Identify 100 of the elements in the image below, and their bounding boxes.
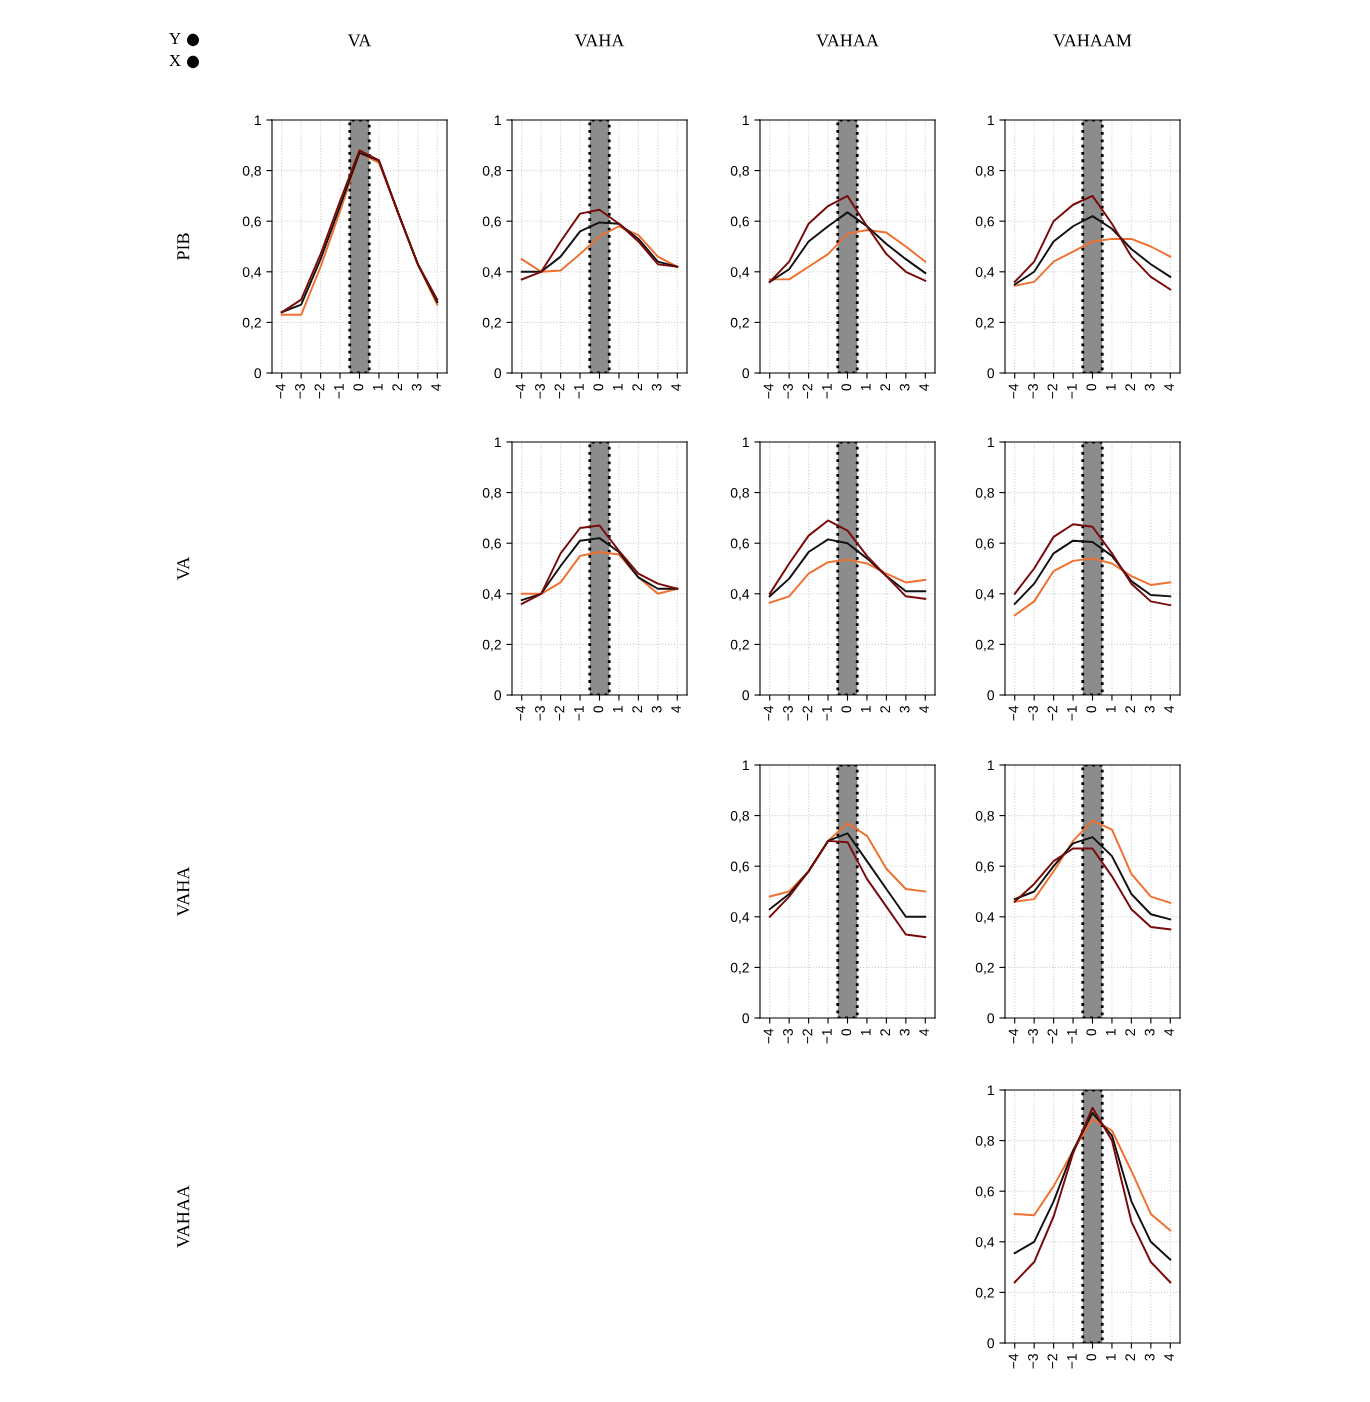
x-tick-label: −2 (802, 384, 813, 399)
y-tick-label: 0,6 (975, 216, 994, 229)
x-tick-label: −3 (295, 384, 305, 399)
x-tick-label: 0 (1086, 705, 1097, 713)
x-tick-label: 2 (880, 384, 890, 391)
y-tick-label: 1 (987, 115, 994, 126)
y-tick-label: 0,6 (482, 216, 501, 229)
y-tick-label: 0 (742, 1013, 750, 1024)
y-tick-label: 0,4 (975, 267, 995, 279)
y-tick-label: 1 (742, 437, 749, 448)
x-tick-label: −2 (554, 384, 565, 399)
y-axis-title: VAHAA (177, 1185, 190, 1248)
x-tick-label: −2 (802, 706, 813, 721)
y-tick-label: 0,6 (482, 538, 501, 551)
y-tick-label: 0,6 (975, 1186, 994, 1199)
x-tick-label: 1 (612, 706, 623, 713)
y-tick-label: 0,4 (975, 589, 995, 601)
x-tick-label: 0 (841, 705, 852, 713)
x-tick-label: 1 (1105, 706, 1116, 713)
line-series (1013, 1111, 1172, 1261)
line-series (1013, 847, 1172, 931)
y-axis-title: PIB (177, 233, 190, 261)
x-tick-label: 4 (1164, 383, 1174, 391)
y-tick-label: 1 (494, 437, 501, 448)
x-tick-label: −4 (1008, 383, 1019, 399)
x-tick-label: 1 (372, 384, 383, 391)
y-tick-label: 0,4 (730, 912, 750, 924)
y-tick-label: 0,8 (975, 810, 994, 823)
line-series (768, 194, 927, 283)
y-tick-label: 0,4 (975, 912, 995, 924)
x-tick-label: 4 (431, 383, 441, 391)
y-tick-label: 0,8 (482, 487, 501, 500)
x-tick-label: 3 (651, 706, 662, 713)
x-tick-label: 1 (860, 384, 871, 391)
x-tick-label: 1 (1105, 384, 1116, 391)
x-tick-label: 3 (651, 384, 662, 391)
x-tick-label: 0 (1086, 1028, 1097, 1036)
line-series (768, 211, 927, 283)
line-series (1013, 194, 1172, 291)
y-tick-label: 0 (987, 1013, 995, 1024)
x-tick-label: 3 (1144, 1354, 1155, 1361)
x-tick-label: −3 (535, 706, 545, 721)
x-tick-label: 3 (899, 1029, 910, 1036)
y-tick-label: 0 (494, 368, 502, 379)
y-tick-label: 0,2 (730, 317, 749, 330)
line-series (768, 229, 927, 281)
y-tick-label: 0,4 (482, 267, 502, 279)
x-tick-label: −1 (574, 706, 584, 721)
x-tick-label: −4 (515, 705, 526, 721)
x-tick-label: −1 (1067, 706, 1077, 721)
y-tick-label: 1 (987, 760, 994, 771)
x-tick-label: 2 (1125, 706, 1135, 713)
x-tick-label: −4 (515, 383, 526, 399)
x-tick-label: 4 (919, 1028, 929, 1036)
y-tick-label: 0,4 (730, 589, 750, 601)
y-tick-label: 1 (742, 760, 749, 771)
x-tick-label: 4 (1164, 1353, 1174, 1361)
y-tick-label: 0,4 (482, 589, 502, 601)
x-tick-label: −1 (822, 706, 832, 721)
x-tick-label: 0 (593, 705, 604, 713)
x-tick-label: −3 (1028, 384, 1038, 399)
x-tick-label: −4 (1008, 1028, 1019, 1044)
x-tick-label: 2 (392, 384, 402, 391)
y-tick-label: 0,6 (975, 538, 994, 551)
y-tick-label: 1 (494, 115, 501, 126)
line-series (1013, 1106, 1172, 1284)
line-series (520, 524, 679, 605)
chart-title: VAHAAM (1053, 34, 1132, 47)
x-tick-label: 4 (1164, 1028, 1174, 1036)
x-tick-label: −1 (334, 384, 344, 399)
x-tick-label: 3 (411, 384, 422, 391)
y-tick-label: 0,8 (975, 1135, 994, 1148)
x-tick-label: 4 (671, 383, 681, 391)
y-tick-label: 1 (987, 1085, 994, 1096)
x-tick-label: −2 (1047, 706, 1058, 721)
y-tick-label: 0,2 (975, 639, 994, 652)
chart-title: VAHAA (816, 34, 879, 47)
y-axis-title: VA (177, 556, 190, 581)
line-series (768, 538, 927, 598)
y-tick-label: 0,8 (975, 487, 994, 500)
x-tick-label: −3 (535, 384, 545, 399)
line-series (1013, 539, 1172, 605)
text: X (169, 55, 181, 67)
x-tick-label: 2 (632, 706, 642, 713)
y-tick-label: 0,4 (242, 267, 262, 279)
x-tick-label: 1 (612, 384, 623, 391)
x-tick-label: −3 (1028, 706, 1038, 721)
x-tick-label: 0 (593, 383, 604, 391)
x-tick-label: 3 (899, 706, 910, 713)
x-tick-label: −1 (1067, 1354, 1077, 1369)
line-series (520, 208, 679, 281)
x-tick-label: 0 (841, 1028, 852, 1036)
x-tick-label: 0 (1086, 383, 1097, 391)
y-tick-label: 0,8 (482, 165, 501, 178)
line-series (1013, 523, 1172, 607)
y-tick-label: 0,4 (975, 1237, 995, 1249)
y-axis-title: VAHA (177, 866, 190, 917)
x-tick-label: −4 (763, 705, 774, 721)
x-tick-label: 4 (919, 705, 929, 713)
x-tick-label: −2 (1047, 1029, 1058, 1044)
